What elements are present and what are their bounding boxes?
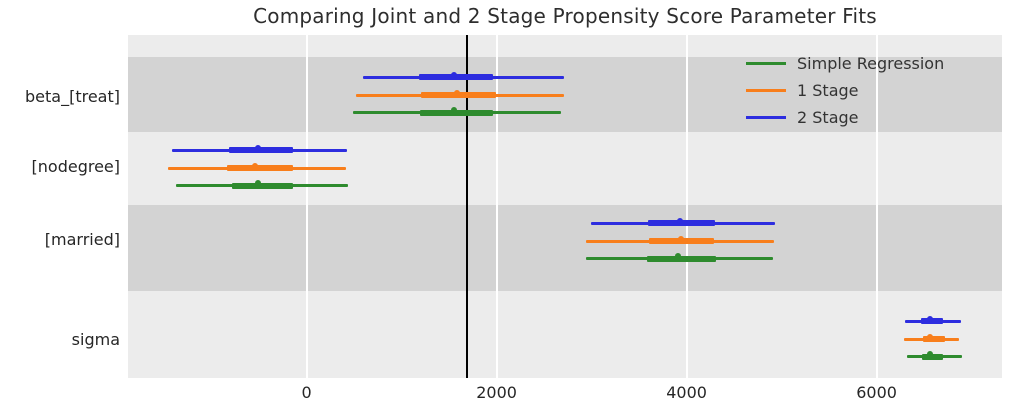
- legend-line-swatch-orange: [746, 89, 786, 92]
- reference-line: [466, 35, 469, 378]
- median-dot-simple-regression: [451, 107, 458, 113]
- median-dot-simple-regression: [674, 253, 681, 259]
- median-dot-1-stage: [678, 235, 685, 242]
- legend-line-swatch-blue: [746, 116, 786, 119]
- gridline-x-0: [305, 35, 308, 378]
- iqr-line-1-stage: [922, 336, 945, 342]
- row-shading-band: [128, 205, 1002, 291]
- median-dot-1-stage: [454, 89, 461, 96]
- xtick-label-4000: 4000: [666, 383, 707, 402]
- iqr-line-2-stage: [228, 147, 293, 153]
- legend-label: 1 Stage: [797, 81, 859, 100]
- gridline-x-4000: [685, 35, 688, 378]
- median-dot-2-stage: [451, 71, 458, 78]
- gridline-x-2000: [495, 35, 498, 378]
- xtick-label-2000: 2000: [476, 383, 517, 402]
- iqr-line-simple-regression: [646, 255, 716, 262]
- ytick-label-sigma: sigma: [71, 330, 120, 349]
- median-dot-2-stage: [255, 144, 262, 151]
- iqr-line-simple-regression: [921, 353, 943, 360]
- iqr-line-simple-regression: [419, 109, 493, 116]
- median-dot-1-stage: [927, 333, 934, 340]
- xtick-label-0: 0: [301, 383, 312, 402]
- ytick-label-married: [married]: [44, 230, 120, 249]
- legend-entry-2-stage: 2 Stage: [746, 104, 1002, 131]
- median-dot-1-stage: [252, 162, 259, 169]
- legend-entry-simple-regression: Simple Regression: [746, 50, 1002, 77]
- legend-entry-1-stage: 1 Stage: [746, 77, 1002, 104]
- xtick-label-6000: 6000: [856, 383, 897, 402]
- plot-area: [128, 35, 1002, 378]
- legend-label: 2 Stage: [797, 108, 859, 127]
- legend-label: Simple Regression: [797, 54, 945, 73]
- iqr-line-simple-regression: [231, 182, 293, 189]
- row-shading-band: [128, 57, 1002, 132]
- median-dot-2-stage: [677, 217, 684, 224]
- legend: Simple Regression 1 Stage 2 Stage: [746, 50, 1002, 131]
- ytick-label-nodegree: [nodegree]: [31, 157, 120, 176]
- gridline-x-6000: [875, 35, 878, 378]
- median-dot-simple-regression: [927, 351, 934, 357]
- chart-title: Comparing Joint and 2 Stage Propensity S…: [253, 4, 877, 28]
- ytick-label-beta-treat: beta_[treat]: [25, 87, 120, 106]
- legend-line-swatch-green: [746, 62, 786, 65]
- iqr-line-1-stage: [226, 165, 293, 171]
- median-dot-2-stage: [927, 315, 934, 322]
- median-dot-simple-regression: [255, 180, 262, 186]
